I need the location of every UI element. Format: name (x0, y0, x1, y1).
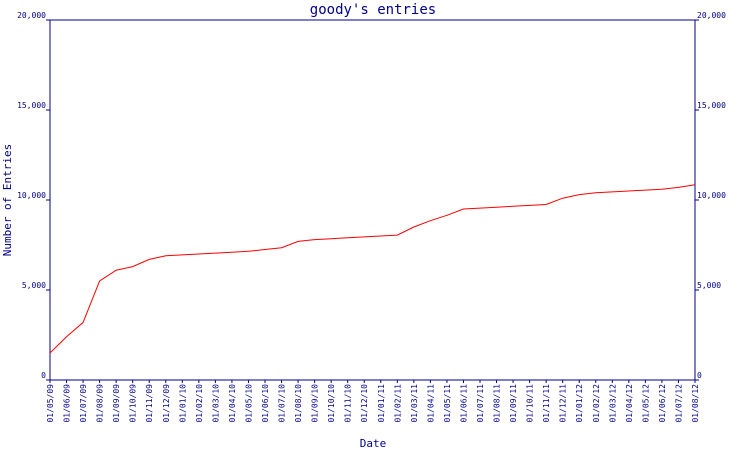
y-tick-label-left: 15,000 (17, 101, 46, 110)
x-tick-label: 01/06/11 (459, 384, 468, 423)
x-tick-label: 01/05/11 (443, 384, 452, 423)
x-tick-label: 01/08/09 (96, 384, 105, 423)
x-tick-label: 01/01/10 (178, 384, 187, 423)
y-tick-label-right: 0 (697, 371, 702, 380)
x-tick-label: 01/10/10 (327, 384, 336, 423)
x-tick-label: 01/07/09 (79, 384, 88, 423)
chart-title: goody's entries (310, 2, 436, 18)
y-tick-label-left: 10,000 (17, 191, 46, 200)
y-tick-label-left: 5,000 (22, 281, 46, 290)
x-tick-label: 01/03/11 (410, 384, 419, 423)
x-tick-label: 01/10/11 (526, 384, 535, 423)
x-axis: 01/05/09 01/06/09 01/07/09 01/08/09 01/09/09… (46, 380, 700, 423)
y-tick-label-right: 20,000 (697, 11, 726, 20)
x-tick-label: 01/11/11 (542, 384, 551, 423)
x-tick-label: 01/02/10 (195, 384, 204, 423)
x-tick-label: 01/01/12 (575, 384, 584, 423)
x-tick-label: 01/12/10 (360, 384, 369, 423)
x-tick-label: 01/03/10 (211, 384, 220, 423)
x-tick-label: 01/04/12 (625, 384, 634, 423)
x-tick-label: 01/06/09 (63, 384, 72, 423)
x-tick-label: 01/09/11 (509, 384, 518, 423)
x-tick-label: 01/01/11 (377, 384, 386, 423)
x-tick-label: 01/11/10 (344, 384, 353, 423)
series-line (49, 184, 696, 354)
x-tick-label: 01/08/11 (493, 384, 502, 423)
y-axis-right: 0 5,000 10,000 15,000 20,000 (695, 11, 726, 381)
y-axis-label: Number of Entries (1, 144, 14, 257)
x-tick-label: 01/05/10 (244, 384, 253, 423)
x-tick-label: 01/02/11 (393, 384, 402, 423)
x-tick-label: 01/12/09 (162, 384, 171, 423)
x-tick-label: 01/07/11 (476, 384, 485, 423)
plot-area (49, 19, 696, 381)
y-tick-label-right: 10,000 (697, 191, 726, 200)
x-tick-label: 01/07/12 (674, 384, 683, 423)
x-tick-label: 01/04/11 (426, 384, 435, 423)
x-tick-label: 01/06/10 (261, 384, 270, 423)
x-tick-label: 01/05/12 (641, 384, 650, 423)
x-tick-label: 01/11/09 (145, 384, 154, 423)
x-tick-label: 01/10/09 (129, 384, 138, 423)
y-axis-left: 0 5,000 10,000 15,000 20,000 (17, 11, 50, 381)
x-tick-label: 01/04/10 (228, 384, 237, 423)
x-tick-label: 01/02/12 (592, 384, 601, 423)
x-axis-label: Date (360, 437, 387, 450)
x-tick-label: 01/09/09 (112, 384, 121, 423)
x-tick-label: 01/07/10 (278, 384, 287, 423)
x-tick-label: 01/08/10 (294, 384, 303, 423)
x-tick-label: 01/12/11 (559, 384, 568, 423)
x-tick-label: 01/09/10 (311, 384, 320, 423)
series-group (49, 184, 696, 354)
x-tick-label: 01/05/09 (46, 384, 55, 423)
x-tick-label: 01/06/12 (658, 384, 667, 423)
y-tick-label-right: 5,000 (697, 281, 721, 290)
y-tick-label-right: 15,000 (697, 101, 726, 110)
y-tick-label-left: 20,000 (17, 11, 46, 20)
y-tick-label-left: 0 (41, 371, 46, 380)
x-tick-label: 01/08/12 (691, 384, 700, 423)
x-tick-label: 01/03/12 (608, 384, 617, 423)
